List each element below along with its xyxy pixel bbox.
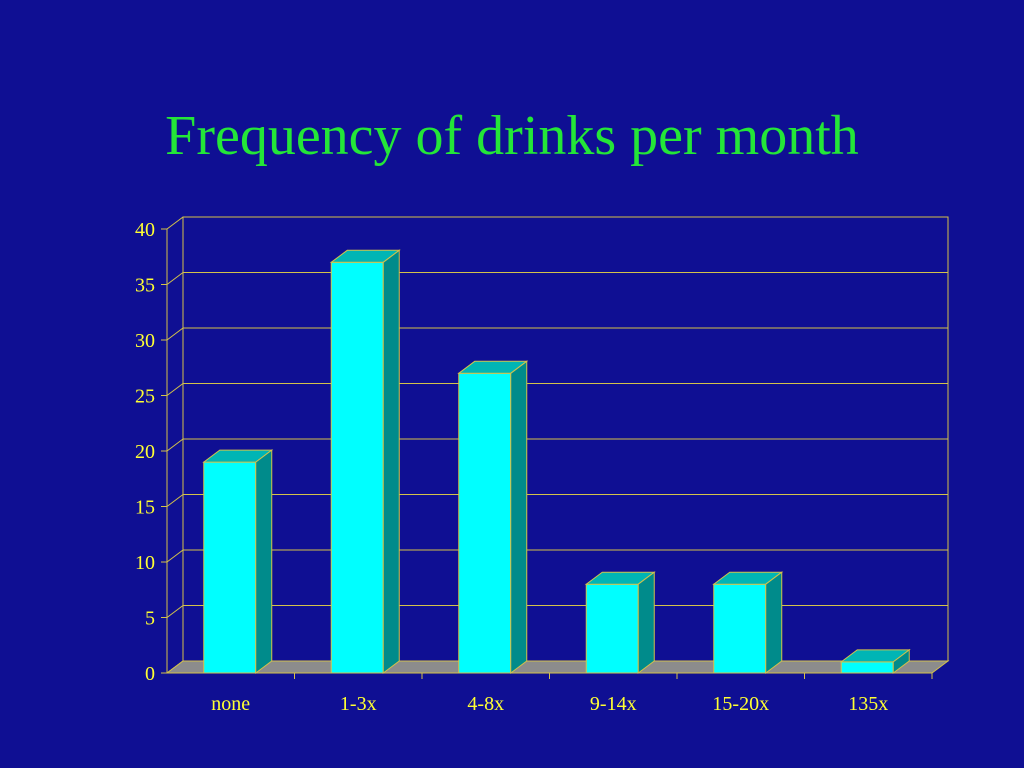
y-tick-label: 40	[135, 219, 155, 241]
y-tick-label: 25	[135, 386, 155, 408]
x-category-label: 4-8x	[467, 693, 504, 715]
gridline-side	[166, 549, 184, 563]
bar-front	[713, 583, 767, 674]
x-category-label: 135x	[848, 693, 888, 715]
bar-front	[203, 461, 257, 674]
gridline-side	[166, 327, 184, 341]
x-category-label: 15-20x	[712, 693, 769, 715]
bar-front	[585, 583, 639, 674]
gridline-side	[166, 272, 184, 285]
gridline-side	[166, 605, 184, 618]
y-tick-label: 15	[135, 497, 155, 519]
x-category-label: 9-14x	[590, 693, 637, 715]
bar-front	[330, 261, 384, 674]
bar-side	[637, 571, 655, 674]
x-category-label: 1-3x	[340, 693, 377, 715]
bar-side	[892, 648, 910, 674]
plot-floor	[165, 660, 950, 674]
bar-front	[840, 661, 894, 674]
bar-side	[765, 571, 783, 674]
bar-front	[458, 372, 512, 674]
gridline-side	[166, 383, 184, 396]
y-tick-label: 5	[145, 608, 155, 630]
bar-side	[510, 360, 528, 674]
bar-side	[255, 449, 273, 674]
y-tick-label: 10	[135, 552, 155, 574]
bar-side	[382, 249, 400, 674]
y-tick-label: 35	[135, 275, 155, 297]
y-tick-label: 20	[135, 441, 155, 463]
gridline-side	[166, 216, 184, 230]
gridline-side	[166, 494, 184, 507]
x-category-label: none	[211, 693, 250, 715]
y-tick-label: 30	[135, 330, 155, 352]
y-tick-label: 0	[145, 663, 155, 685]
gridline-side	[166, 438, 184, 452]
chart-title: Frequency of drinks per month	[165, 105, 859, 167]
